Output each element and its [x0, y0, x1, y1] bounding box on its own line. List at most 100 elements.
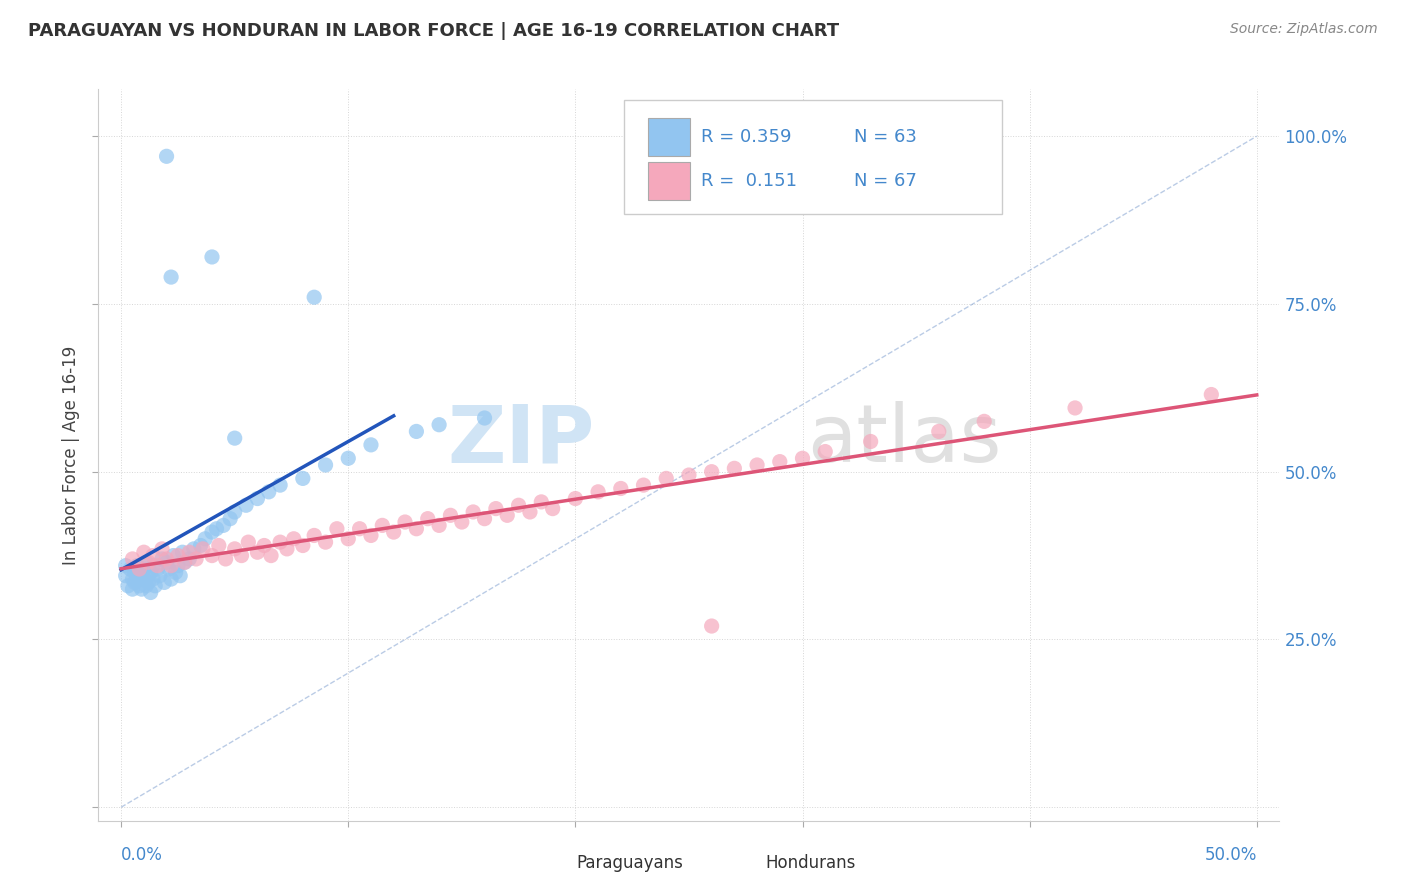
Point [769, 455, 792, 469]
Point [121, 582, 143, 596]
Point [224, 541, 246, 556]
Point [474, 511, 496, 525]
Point [121, 552, 143, 566]
Point [167, 558, 190, 573]
Point [120, 562, 142, 576]
Point [139, 566, 162, 580]
Point [172, 545, 194, 559]
Point [678, 468, 700, 483]
Point [260, 549, 283, 563]
Point [219, 511, 242, 525]
FancyBboxPatch shape [533, 851, 571, 876]
Point [973, 414, 995, 428]
Point [212, 518, 235, 533]
Point [291, 539, 314, 553]
Point [450, 515, 472, 529]
Point [157, 562, 180, 576]
Point [201, 549, 224, 563]
Point [138, 568, 160, 582]
Point [131, 582, 153, 596]
Point [128, 566, 150, 580]
Point [405, 522, 427, 536]
Point [394, 515, 416, 529]
Point [153, 575, 176, 590]
Point [160, 572, 183, 586]
Point [138, 555, 160, 569]
Point [132, 572, 155, 586]
Point [124, 575, 146, 590]
Point [439, 508, 461, 523]
Point [121, 572, 143, 586]
Point [183, 541, 205, 556]
Point [125, 568, 148, 582]
Point [194, 532, 217, 546]
Point [291, 471, 314, 485]
Text: Paraguayans: Paraguayans [576, 854, 683, 872]
Text: PARAGUAYAN VS HONDURAN IN LABOR FORCE | AGE 16-19 CORRELATION CHART: PARAGUAYAN VS HONDURAN IN LABOR FORCE | … [28, 22, 839, 40]
Point [246, 545, 269, 559]
Point [132, 545, 155, 559]
Point [231, 549, 253, 563]
Point [124, 566, 146, 580]
Point [530, 495, 553, 509]
Point [132, 562, 155, 576]
Point [201, 525, 224, 540]
Point [155, 149, 177, 163]
Point [160, 558, 183, 573]
Point [302, 290, 325, 304]
Point [360, 528, 382, 542]
Point [485, 501, 508, 516]
Point [179, 545, 201, 559]
Point [610, 482, 633, 496]
Text: Hondurans: Hondurans [766, 854, 856, 872]
Text: 50.0%: 50.0% [1205, 847, 1257, 864]
Point [190, 539, 212, 553]
Text: Source: ZipAtlas.com: Source: ZipAtlas.com [1230, 22, 1378, 37]
Point [745, 458, 768, 472]
Point [150, 541, 173, 556]
FancyBboxPatch shape [624, 100, 1002, 213]
Point [496, 508, 519, 523]
Point [253, 539, 276, 553]
Point [205, 522, 228, 536]
Point [184, 552, 207, 566]
Point [427, 417, 450, 432]
Point [208, 539, 231, 553]
FancyBboxPatch shape [648, 161, 690, 200]
Point [150, 552, 173, 566]
Point [276, 541, 298, 556]
Point [173, 555, 195, 569]
Point [633, 478, 655, 492]
Point [146, 562, 169, 576]
Point [405, 425, 427, 439]
Point [235, 498, 257, 512]
Point [257, 484, 280, 499]
Point [191, 541, 214, 556]
Point [179, 552, 201, 566]
Point [135, 579, 157, 593]
Point [337, 532, 360, 546]
Point [149, 568, 172, 582]
Point [586, 484, 609, 499]
Point [302, 528, 325, 542]
Point [371, 518, 394, 533]
Point [173, 555, 195, 569]
Point [326, 522, 349, 536]
Point [416, 511, 439, 525]
Point [169, 568, 191, 582]
Point [165, 566, 187, 580]
Point [1201, 387, 1223, 401]
Point [463, 505, 485, 519]
Point [142, 549, 165, 563]
Point [135, 555, 157, 569]
Point [519, 505, 541, 519]
Point [238, 535, 260, 549]
Point [138, 575, 160, 590]
Point [201, 250, 224, 264]
Point [142, 572, 165, 586]
Point [139, 585, 162, 599]
Point [315, 535, 337, 549]
Point [155, 552, 177, 566]
Point [541, 501, 564, 516]
Point [564, 491, 586, 506]
